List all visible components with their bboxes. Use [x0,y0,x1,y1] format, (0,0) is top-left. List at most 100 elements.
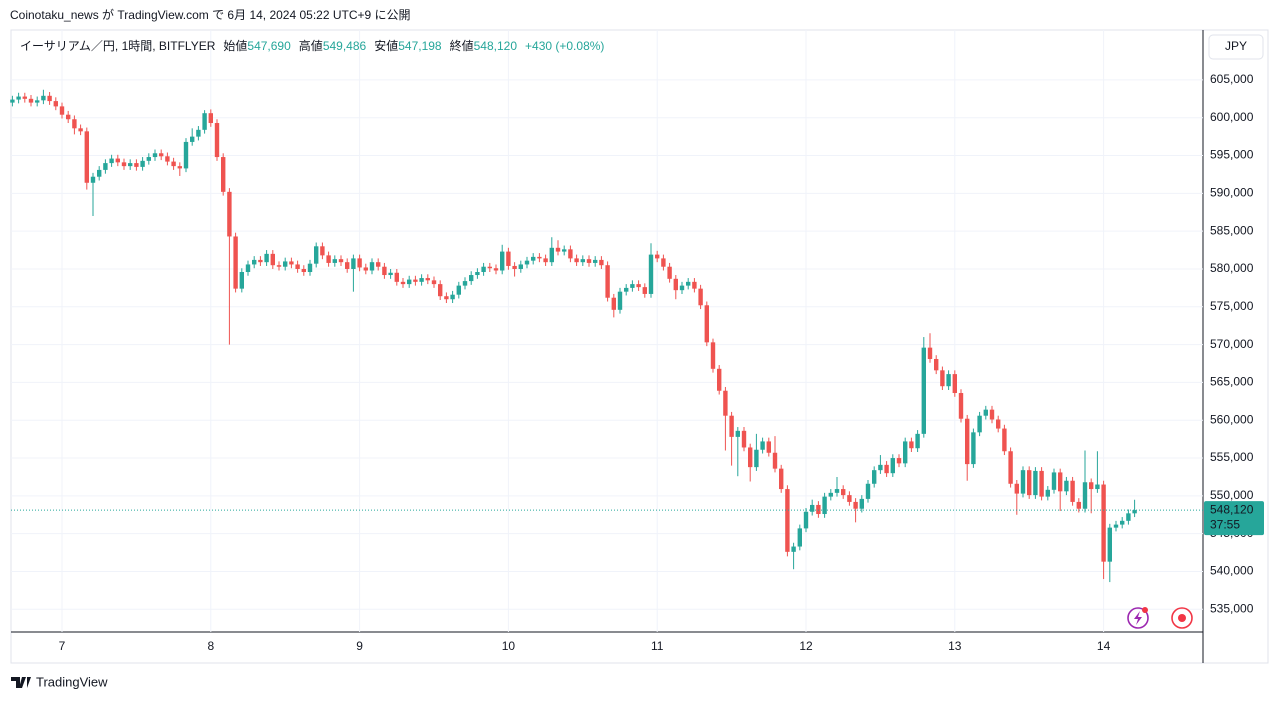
candle-body [214,123,220,158]
x-tick-label: 11 [651,639,664,653]
ohlc-value: 548,120 [474,39,518,53]
candle-body [599,259,604,266]
candle-body [28,98,34,103]
candle-body [128,163,133,167]
currency: JPY [1225,39,1247,53]
brand: TradingView [36,674,108,689]
icon-lightning[interactable] [1127,607,1149,629]
currency-box[interactable] [1208,34,1264,60]
ohlc-label: 始値 [223,38,247,53]
candle-body [394,272,399,282]
candles [10,89,1137,583]
change: +430 (+0.08%) [525,39,604,53]
candle-body [549,247,554,263]
candle-body [53,101,58,107]
candle-body [233,236,238,289]
candle-body [419,278,424,282]
candle-body [1095,484,1100,490]
candle-body [636,284,641,288]
x-tick-label: 7 [59,639,66,653]
candle-body [952,374,957,394]
candle-body [183,141,189,169]
candle-body [772,452,778,469]
candle-body [803,511,809,529]
candle-body [1014,483,1019,494]
candle-body [320,246,325,256]
candle-body [1033,470,1038,496]
candle-body [971,432,976,465]
candle-body [518,264,523,269]
candle-body [289,261,294,265]
y-tick-label: 595,000 [1210,148,1254,162]
frame [10,29,1269,664]
y-tick-label: 580,000 [1210,261,1254,275]
ohlc-value: 547,690 [247,39,291,53]
candle-body [1132,510,1137,514]
candle-body [462,281,468,286]
candle-body [363,267,368,271]
candle-body [357,258,362,268]
y-tick-label: 600,000 [1210,110,1254,124]
candle-body [996,419,1001,429]
candle-body [679,285,685,291]
ohlc-label: 安値 [374,38,398,53]
y-tick-label: 605,000 [1210,72,1254,86]
candle-body [543,258,548,263]
candle-body [252,259,257,265]
candle-body [276,265,282,267]
candle-body [47,95,52,102]
candle-body [444,296,449,300]
candle-body [531,256,536,261]
candle-body [630,284,635,288]
candle-body [10,99,15,103]
candle-body [512,265,517,269]
candle-body [729,415,734,437]
candle-body [841,489,846,496]
icon-record[interactable] [1171,607,1193,629]
y-tick-label: 550,000 [1210,488,1254,502]
candle-body [655,254,660,259]
x-tick-label: 9 [356,639,363,653]
candle-body [785,489,790,552]
candle-body [208,113,213,124]
candle-body [177,166,182,169]
candle-body [227,191,232,237]
candle-body [109,158,114,164]
candle-body [506,251,511,266]
candle-body [202,113,207,130]
publisher: Coinotaku_news が TradingView.com で 6月 14… [10,7,411,22]
candle-body [1101,484,1106,562]
candle-body [140,160,145,167]
y-tick-label: 570,000 [1210,337,1254,351]
candle-body [376,262,381,267]
candle-body [400,281,406,285]
candle-body [301,268,306,273]
candle-body [245,264,251,273]
candle-body [642,287,647,294]
candle-body [307,263,313,273]
brand-logo [11,677,31,688]
candle-body [816,504,821,515]
candle-body [369,262,375,271]
candle-body [748,447,753,468]
y-tick-label: 555,000 [1210,450,1254,464]
candle-body [779,468,784,490]
candle-body [382,266,387,276]
candle-body [115,158,120,163]
candle-body [1126,513,1131,521]
candle-body [295,264,300,269]
candle-body [723,390,728,416]
candle-body [586,259,592,263]
candle-body [41,95,46,101]
candle-body [1076,501,1081,509]
candle-body [159,153,164,157]
candle-body [822,496,827,515]
candle-body [884,464,889,474]
candle-body [388,272,393,276]
x-tick-label: 8 [207,639,214,653]
candle-body [698,288,703,306]
candle-body [524,260,530,265]
candle-body [605,265,610,298]
candle-body [555,247,561,252]
candle-body [686,281,691,286]
